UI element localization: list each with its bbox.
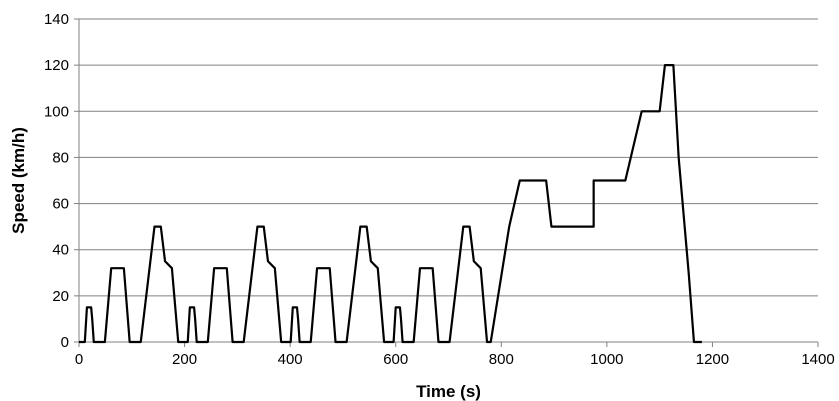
y-axis-title: Speed (km/h): [9, 127, 28, 234]
speed-series-line: [79, 64, 702, 344]
x-tick-label: 600: [383, 351, 408, 368]
x-tick-label: 400: [278, 351, 303, 368]
x-tick-labels: 0 200 400 600 800 1000 1200 1400: [75, 351, 835, 368]
y-tick-label: 120: [44, 57, 69, 74]
y-tick-label: 60: [52, 196, 69, 213]
y-tick-label: 100: [44, 103, 69, 120]
series-layer: [79, 64, 702, 344]
gridlines: [79, 18, 818, 297]
y-tick-label: 140: [44, 11, 69, 28]
y-tick-label: 40: [52, 242, 69, 259]
y-tick-labels: 0 20 40 60 80 100 120 140: [44, 11, 69, 351]
x-tick-label: 1000: [590, 351, 623, 368]
x-tick-label: 800: [489, 351, 514, 368]
axes: [74, 18, 819, 347]
x-tick-label: 1200: [696, 351, 729, 368]
y-tick-label: 80: [52, 149, 69, 166]
x-tick-label: 200: [172, 351, 197, 368]
x-tick-label: 0: [75, 351, 83, 368]
x-tick-label: 1400: [801, 351, 834, 368]
y-tick-label: 0: [61, 334, 69, 351]
x-axis-title: Time (s): [416, 382, 481, 401]
y-tick-label: 20: [52, 288, 69, 305]
